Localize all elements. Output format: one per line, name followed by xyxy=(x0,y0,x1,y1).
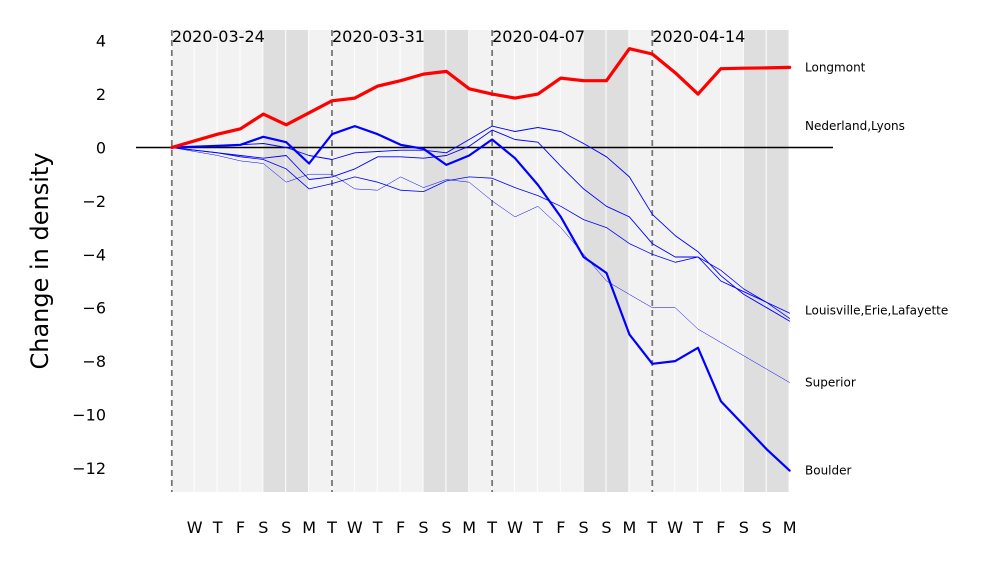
day-band xyxy=(171,30,194,492)
day-band xyxy=(377,30,400,492)
day-band xyxy=(217,30,240,492)
x-day-label: S xyxy=(418,518,428,537)
x-day-label: S xyxy=(281,518,291,537)
x-day-label: W xyxy=(187,518,203,537)
day-band xyxy=(492,30,514,492)
x-day-label: T xyxy=(212,518,223,537)
day-band xyxy=(423,30,446,492)
x-day-label: S xyxy=(601,518,611,537)
x-day-label: T xyxy=(692,518,703,537)
day-band xyxy=(675,30,698,492)
day-band xyxy=(537,30,560,492)
series-lines xyxy=(170,47,792,472)
day-band xyxy=(560,30,583,492)
series-end-label: Nederland,Lyons xyxy=(805,119,905,133)
day-band xyxy=(469,30,492,492)
week-marker-label: 2020-03-31 xyxy=(332,27,425,46)
x-day-label: M xyxy=(462,518,476,537)
y-tick-label: 2 xyxy=(96,85,106,104)
day-band xyxy=(446,30,469,492)
x-day-label: M xyxy=(302,518,316,537)
series-line xyxy=(170,47,792,150)
x-day-label: S xyxy=(258,518,268,537)
x-day-label: S xyxy=(739,518,749,537)
x-day-label: M xyxy=(622,518,636,537)
series-end-label: Superior xyxy=(805,376,856,390)
day-band xyxy=(652,30,675,492)
series-line xyxy=(170,124,791,472)
y-axis-label: Change in density xyxy=(26,152,54,369)
week-marker-label: 2020-03-24 xyxy=(172,27,265,46)
x-day-label: T xyxy=(486,518,497,537)
day-band xyxy=(515,30,537,492)
x-day-label: T xyxy=(532,518,543,537)
week-marker-label: 2020-04-14 xyxy=(652,27,745,46)
y-tick-label: −8 xyxy=(82,352,106,371)
day-band xyxy=(332,30,354,492)
week-marker-lines xyxy=(170,30,654,492)
x-day-label: S xyxy=(579,518,589,537)
series-line xyxy=(171,125,791,322)
y-tick-label: −10 xyxy=(72,406,106,425)
x-day-label: S xyxy=(441,518,451,537)
series-end-labels: Longmont Nederland,Lyons Louisville,Erie,L… xyxy=(805,60,948,477)
series-end-label: Longmont xyxy=(805,60,866,74)
x-day-label: S xyxy=(762,518,772,537)
day-band xyxy=(698,30,720,492)
x-day-label: T xyxy=(326,518,337,537)
day-band xyxy=(354,30,377,492)
y-tick-label: −4 xyxy=(82,245,106,264)
y-tick-labels: 4 2 0 −2 −4 −6 −8 −10 −12 xyxy=(72,32,106,478)
day-band xyxy=(240,30,263,492)
day-band xyxy=(583,30,606,492)
series-line xyxy=(171,147,790,319)
x-day-label: W xyxy=(667,518,683,537)
day-band xyxy=(743,30,766,492)
y-tick-label: 4 xyxy=(96,32,106,51)
series-end-label: Louisville,Erie,Lafayette xyxy=(805,303,948,317)
day-band xyxy=(309,30,331,492)
series-line xyxy=(171,129,791,314)
day-band xyxy=(629,30,652,492)
y-tick-label: −12 xyxy=(72,459,106,478)
day-band xyxy=(606,30,629,492)
day-shading-bands xyxy=(171,30,789,492)
x-day-label: W xyxy=(507,518,523,537)
day-band xyxy=(286,30,309,492)
x-day-label: W xyxy=(347,518,363,537)
week-marker-label: 2020-04-07 xyxy=(492,27,585,46)
series-end-label: Boulder xyxy=(805,464,852,478)
day-band xyxy=(263,30,286,492)
y-tick-label: −6 xyxy=(82,299,106,318)
day-band xyxy=(400,30,423,492)
series-line xyxy=(171,147,790,383)
y-tick-label: −2 xyxy=(82,192,106,211)
week-marker-labels: 2020-03-24 2020-03-31 2020-04-07 2020-04-14 xyxy=(172,27,745,46)
x-day-label: T xyxy=(372,518,383,537)
day-band xyxy=(194,30,217,492)
x-day-label: F xyxy=(556,518,565,537)
day-band xyxy=(766,30,789,492)
x-day-label: T xyxy=(646,518,657,537)
x-day-label: F xyxy=(236,518,245,537)
x-day-label: F xyxy=(396,518,405,537)
x-day-label: F xyxy=(716,518,725,537)
x-day-label: M xyxy=(783,518,797,537)
y-tick-label: 0 xyxy=(96,139,106,158)
day-band xyxy=(720,30,743,492)
